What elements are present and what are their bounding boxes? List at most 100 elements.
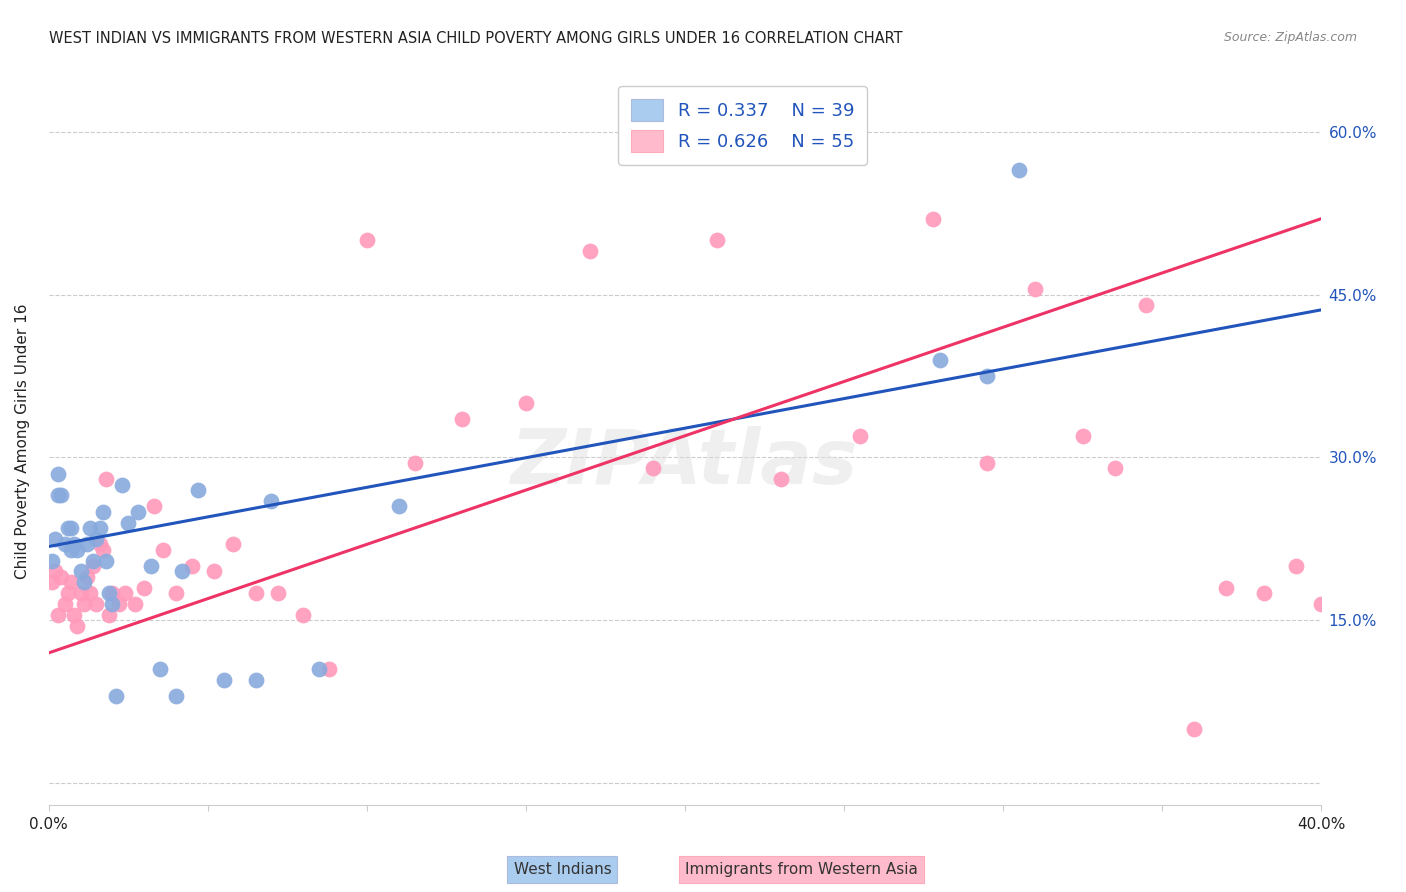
Point <box>1215 581 1237 595</box>
Point <box>181 559 204 574</box>
Point <box>149 662 172 676</box>
Text: WEST INDIAN VS IMMIGRANTS FROM WESTERN ASIA CHILD POVERTY AMONG GIRLS UNDER 16 C: WEST INDIAN VS IMMIGRANTS FROM WESTERN A… <box>49 31 903 46</box>
Point <box>101 597 124 611</box>
Point <box>318 662 340 676</box>
Point <box>388 500 411 514</box>
Point <box>41 575 63 590</box>
Point <box>86 597 108 611</box>
Y-axis label: Child Poverty Among Girls Under 16: Child Poverty Among Girls Under 16 <box>15 303 30 579</box>
Point <box>46 467 69 481</box>
Point <box>94 553 117 567</box>
Point <box>91 542 114 557</box>
Point <box>643 461 665 475</box>
Legend: R = 0.337    N = 39, R = 0.626    N = 55: R = 0.337 N = 39, R = 0.626 N = 55 <box>619 87 868 165</box>
Point <box>451 412 474 426</box>
Point <box>849 428 872 442</box>
Point <box>91 505 114 519</box>
Point <box>165 690 187 704</box>
Point <box>56 586 79 600</box>
Point <box>356 233 378 247</box>
Point <box>76 570 98 584</box>
Point <box>117 516 139 530</box>
Point <box>79 586 101 600</box>
Point <box>922 211 945 226</box>
Point <box>51 488 73 502</box>
Point <box>124 597 146 611</box>
Point <box>82 559 104 574</box>
Point <box>53 537 76 551</box>
Point <box>73 575 96 590</box>
Point <box>82 553 104 567</box>
Point <box>53 597 76 611</box>
Point <box>404 456 426 470</box>
Text: ZIPAtlas: ZIPAtlas <box>512 426 859 500</box>
Point <box>260 494 283 508</box>
Point <box>267 586 290 600</box>
Point <box>578 244 600 259</box>
Point <box>187 483 209 497</box>
Point <box>60 521 83 535</box>
Point <box>1008 162 1031 177</box>
Point <box>89 537 111 551</box>
Point <box>1285 559 1308 574</box>
Point <box>976 456 998 470</box>
Point <box>60 575 83 590</box>
Point <box>41 553 63 567</box>
Point <box>245 673 267 687</box>
Text: West Indians: West Indians <box>513 863 612 877</box>
Point <box>142 500 165 514</box>
Point <box>111 477 134 491</box>
Point <box>44 565 66 579</box>
Point <box>86 532 108 546</box>
Point <box>515 396 537 410</box>
Point <box>51 570 73 584</box>
Point <box>101 586 124 600</box>
Point <box>73 597 96 611</box>
Point <box>245 586 267 600</box>
Point <box>98 607 121 622</box>
Point <box>1135 298 1157 312</box>
Point <box>69 565 91 579</box>
Point <box>104 690 127 704</box>
Point <box>928 352 950 367</box>
Point <box>222 537 245 551</box>
Point <box>60 542 83 557</box>
Point <box>66 619 89 633</box>
Point <box>63 537 86 551</box>
Point <box>152 542 174 557</box>
Point <box>56 521 79 535</box>
Point <box>308 662 330 676</box>
Point <box>127 505 149 519</box>
Point <box>63 607 86 622</box>
Point <box>1182 722 1205 736</box>
Point <box>212 673 235 687</box>
Point <box>76 537 98 551</box>
Point <box>79 521 101 535</box>
Point <box>706 233 728 247</box>
Point <box>172 565 194 579</box>
Point <box>46 607 69 622</box>
Point <box>1326 673 1348 687</box>
Point <box>292 607 315 622</box>
Point <box>1310 597 1333 611</box>
Point <box>1253 586 1275 600</box>
Point <box>98 586 121 600</box>
Point <box>1071 428 1094 442</box>
Point <box>769 472 792 486</box>
Point <box>134 581 156 595</box>
Point <box>94 472 117 486</box>
Point <box>1024 282 1046 296</box>
Point <box>44 532 66 546</box>
Point <box>114 586 136 600</box>
Text: Immigrants from Western Asia: Immigrants from Western Asia <box>685 863 918 877</box>
Point <box>1104 461 1126 475</box>
Point <box>976 369 998 384</box>
Point <box>69 586 91 600</box>
Point <box>139 559 162 574</box>
Point <box>165 586 187 600</box>
Point <box>89 521 111 535</box>
Point <box>46 488 69 502</box>
Point <box>202 565 225 579</box>
Point <box>107 597 129 611</box>
Text: Source: ZipAtlas.com: Source: ZipAtlas.com <box>1223 31 1357 45</box>
